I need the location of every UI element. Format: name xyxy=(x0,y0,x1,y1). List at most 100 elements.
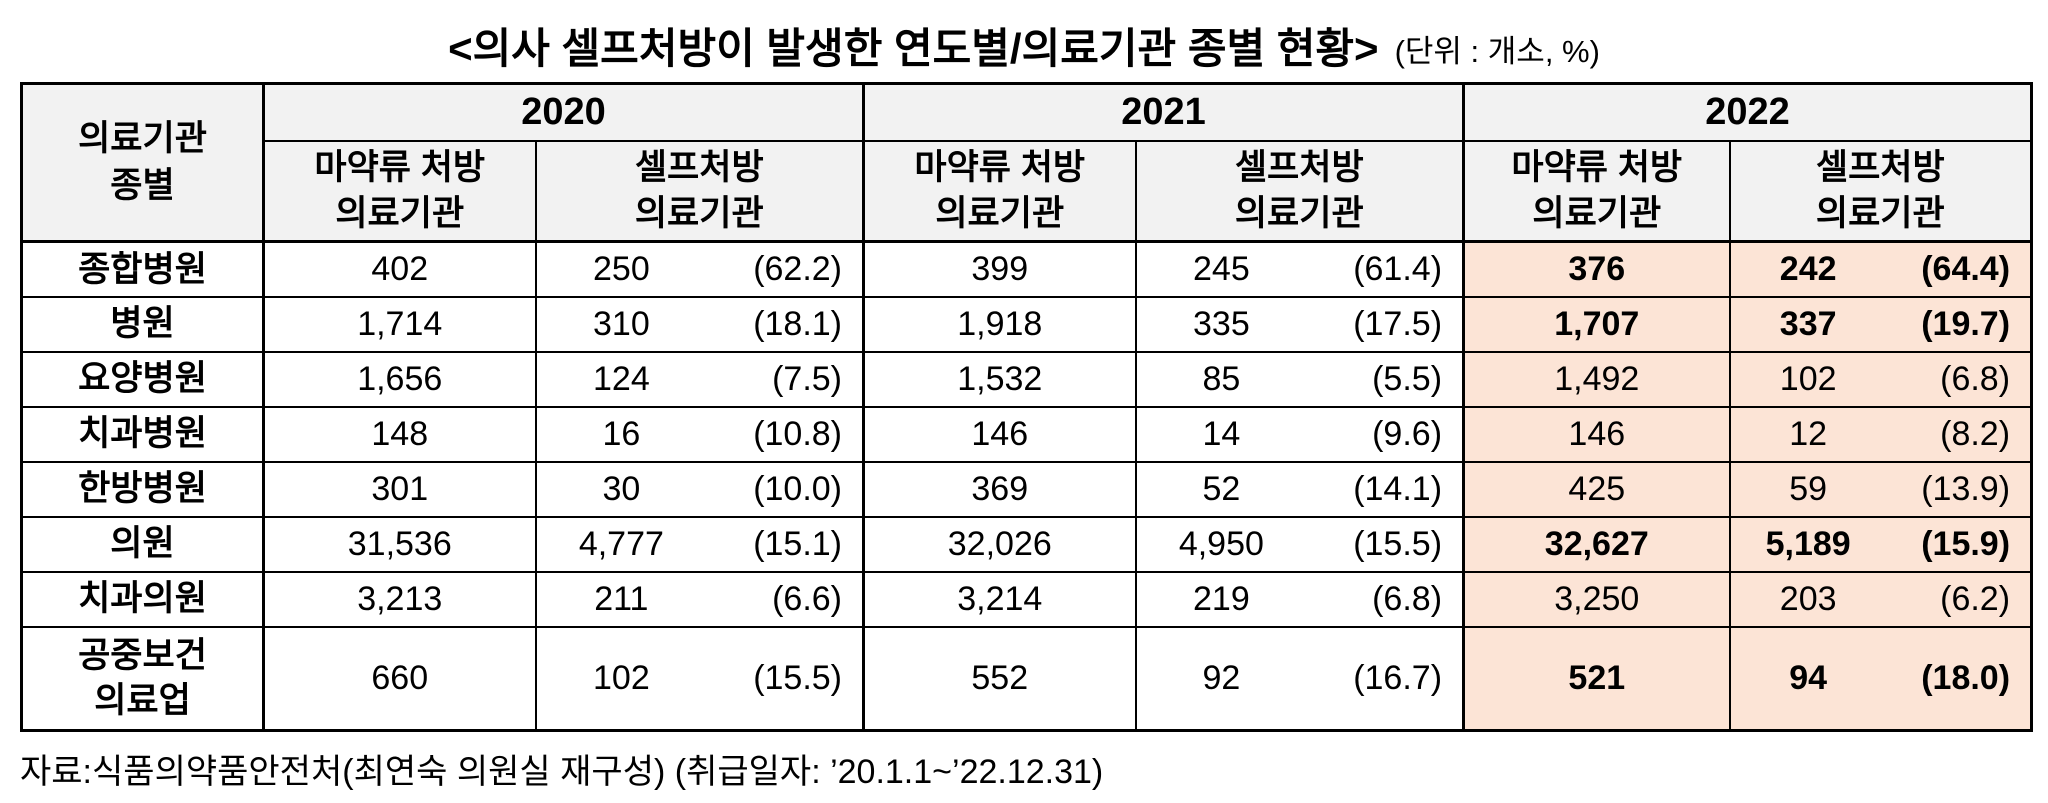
self-cell-wrap: 250 (62.2) xyxy=(538,249,861,289)
table-row: 공중보건 의료업 660 102 (15.5) 552 92 (16.7) 52… xyxy=(20,625,2033,732)
table-row: 요양병원 1,656 124 (7.5) 1,532 85 (5.5) 1,49… xyxy=(20,350,2033,408)
self-cell-wrap: 219 (6.8) xyxy=(1138,580,1461,619)
title-row: <의사 셀프처방이 발생한 연도별/의료기관 종별 현황> (단위 : 개소, … xyxy=(0,0,2048,82)
cell-2022-self: 5,189 (15.9) xyxy=(1728,515,2033,573)
self-cell-wrap: 102 (15.5) xyxy=(538,658,861,698)
cell-2021-narcotic: 146 xyxy=(862,405,1137,463)
sub-header-row: 마약류 처방 의료기관 셀프처방 의료기관 마약류 처방 의료기관 셀프처방 의… xyxy=(22,140,2033,243)
self-count-2021: 245 xyxy=(1193,249,1250,288)
cell-2022-narcotic: 32,627 xyxy=(1462,515,1731,573)
cell-2022-narcotic: 146 xyxy=(1462,405,1731,463)
self-percent-2021: (14.1) xyxy=(1353,469,1443,508)
cell-2021-narcotic: 399 xyxy=(862,240,1137,298)
self-count-2021: 335 xyxy=(1193,304,1250,343)
self-cell-wrap: 124 (7.5) xyxy=(538,359,861,399)
self-percent-2021: (61.4) xyxy=(1353,249,1443,288)
statistics-table: 의료기관 종별 2020 2021 2022 마약류 처방 의료기관 셀프처방 … xyxy=(20,82,2034,732)
table-row: 치과의원 3,213 211 (6.6) 3,214 219 (6.8) 3,2… xyxy=(20,570,2033,628)
cell-2020-self: 124 (7.5) xyxy=(534,350,866,408)
cell-2022-narcotic: 425 xyxy=(1462,460,1731,518)
cell-2022-narcotic: 3,250 xyxy=(1462,570,1731,628)
self-percent-2021: (5.5) xyxy=(1372,359,1443,398)
cell-2020-self: 30 (10.0) xyxy=(534,460,866,518)
cell-2021-narcotic: 32,026 xyxy=(862,515,1137,573)
self-count-2020: 4,777 xyxy=(578,524,664,563)
year-header-2021: 2021 xyxy=(862,82,1466,142)
cell-2020-self: 250 (62.2) xyxy=(534,240,866,298)
self-percent-2021: (9.6) xyxy=(1372,414,1443,453)
table-row: 한방병원 301 30 (10.0) 369 52 (14.1) 425 59 … xyxy=(20,460,2033,518)
self-count-2020: 124 xyxy=(593,359,650,398)
cell-2020-narcotic: 660 xyxy=(262,625,537,732)
self-percent-2020: (15.1) xyxy=(753,524,843,563)
self-cell-wrap: 30 (10.0) xyxy=(538,469,861,509)
table-row: 종합병원 402 250 (62.2) 399 245 (61.4) 376 2… xyxy=(20,240,2033,298)
self-count-2021: 52 xyxy=(1202,469,1241,508)
cell-2022-self: 242 (64.4) xyxy=(1728,240,2033,298)
cell-2020-self: 310 (18.1) xyxy=(534,295,866,353)
self-cell-wrap: 5,189 (15.9) xyxy=(1732,524,2030,564)
self-percent-2022: (6.8) xyxy=(1940,359,2011,398)
cell-2021-self: 92 (16.7) xyxy=(1134,625,1466,732)
cell-2020-narcotic: 31,536 xyxy=(262,515,537,573)
cell-2021-narcotic: 552 xyxy=(862,625,1137,732)
self-percent-2020: (10.0) xyxy=(753,469,843,508)
self-cell-wrap: 242 (64.4) xyxy=(1732,250,2030,289)
table-row: 병원 1,714 310 (18.1) 1,918 335 (17.5) 1,7… xyxy=(20,295,2033,353)
self-percent-2020: (6.6) xyxy=(772,579,843,618)
self-count-2021: 85 xyxy=(1202,359,1241,398)
cell-2020-narcotic: 301 xyxy=(262,460,537,518)
cell-2021-self: 219 (6.8) xyxy=(1134,570,1466,628)
self-cell-wrap: 4,950 (15.5) xyxy=(1138,524,1461,564)
self-cell-wrap: 335 (17.5) xyxy=(1138,304,1461,344)
self-percent-2021: (15.5) xyxy=(1353,524,1443,563)
self-count-2020: 102 xyxy=(593,658,650,697)
self-count-2022: 5,189 xyxy=(1765,524,1851,563)
table-row: 의원 31,536 4,777 (15.1) 32,026 4,950 (15.… xyxy=(20,515,2033,573)
year-header-2022: 2022 xyxy=(1462,82,2033,142)
self-cell-wrap: 59 (13.9) xyxy=(1732,469,2030,509)
self-cell-wrap: 12 (8.2) xyxy=(1732,414,2030,454)
cell-2022-narcotic: 1,492 xyxy=(1462,350,1731,408)
cell-2021-self: 85 (5.5) xyxy=(1134,350,1466,408)
subheader-2021-self: 셀프처방 의료기관 xyxy=(1134,140,1466,243)
cell-2020-narcotic: 1,714 xyxy=(262,295,537,353)
self-count-2021: 4,950 xyxy=(1178,524,1264,563)
table-body: 종합병원 402 250 (62.2) 399 245 (61.4) 376 2… xyxy=(20,240,2033,732)
self-cell-wrap: 14 (9.6) xyxy=(1138,414,1461,454)
cell-2021-self: 4,950 (15.5) xyxy=(1134,515,1466,573)
table-header: 의료기관 종별 2020 2021 2022 마약류 처방 의료기관 셀프처방 … xyxy=(20,82,2033,243)
self-cell-wrap: 16 (10.8) xyxy=(538,415,861,454)
row-label: 한방병원 xyxy=(20,460,265,518)
cell-2022-narcotic: 376 xyxy=(1462,240,1731,298)
cell-2020-narcotic: 3,213 xyxy=(262,570,537,628)
cell-2022-narcotic: 521 xyxy=(1462,625,1731,732)
self-count-2022: 102 xyxy=(1779,359,1837,398)
self-percent-2022: (15.9) xyxy=(1921,524,2011,563)
self-count-2020: 30 xyxy=(602,469,641,508)
row-label: 치과의원 xyxy=(20,570,265,628)
cell-2020-self: 102 (15.5) xyxy=(534,625,866,732)
self-count-2022: 12 xyxy=(1789,414,1828,453)
corner-header: 의료기관 종별 xyxy=(20,82,265,243)
self-percent-2021: (16.7) xyxy=(1353,658,1443,697)
self-cell-wrap: 203 (6.2) xyxy=(1732,579,2030,619)
self-percent-2020: (62.2) xyxy=(753,249,843,288)
source-note: 자료:식품의약품안전처(최연숙 의원실 재구성) (취급일자: ’20.1.1~… xyxy=(20,753,1104,791)
self-cell-wrap: 245 (61.4) xyxy=(1138,249,1461,289)
self-percent-2022: (18.0) xyxy=(1921,658,2011,697)
cell-2021-narcotic: 3,214 xyxy=(862,570,1137,628)
cell-2020-narcotic: 1,656 xyxy=(262,350,537,408)
self-percent-2022: (13.9) xyxy=(1921,469,2011,508)
self-count-2022: 203 xyxy=(1779,579,1837,618)
cell-2021-self: 14 (9.6) xyxy=(1134,405,1466,463)
row-label: 공중보건 의료업 xyxy=(20,625,265,732)
unit-note: (단위 : 개소, %) xyxy=(1394,33,1600,69)
cell-2020-narcotic: 402 xyxy=(262,240,537,298)
self-cell-wrap: 52 (14.1) xyxy=(1138,469,1461,509)
row-label: 종합병원 xyxy=(20,240,265,298)
self-cell-wrap: 102 (6.8) xyxy=(1732,359,2030,399)
self-cell-wrap: 92 (16.7) xyxy=(1138,658,1461,698)
self-cell-wrap: 211 (6.6) xyxy=(538,579,861,619)
